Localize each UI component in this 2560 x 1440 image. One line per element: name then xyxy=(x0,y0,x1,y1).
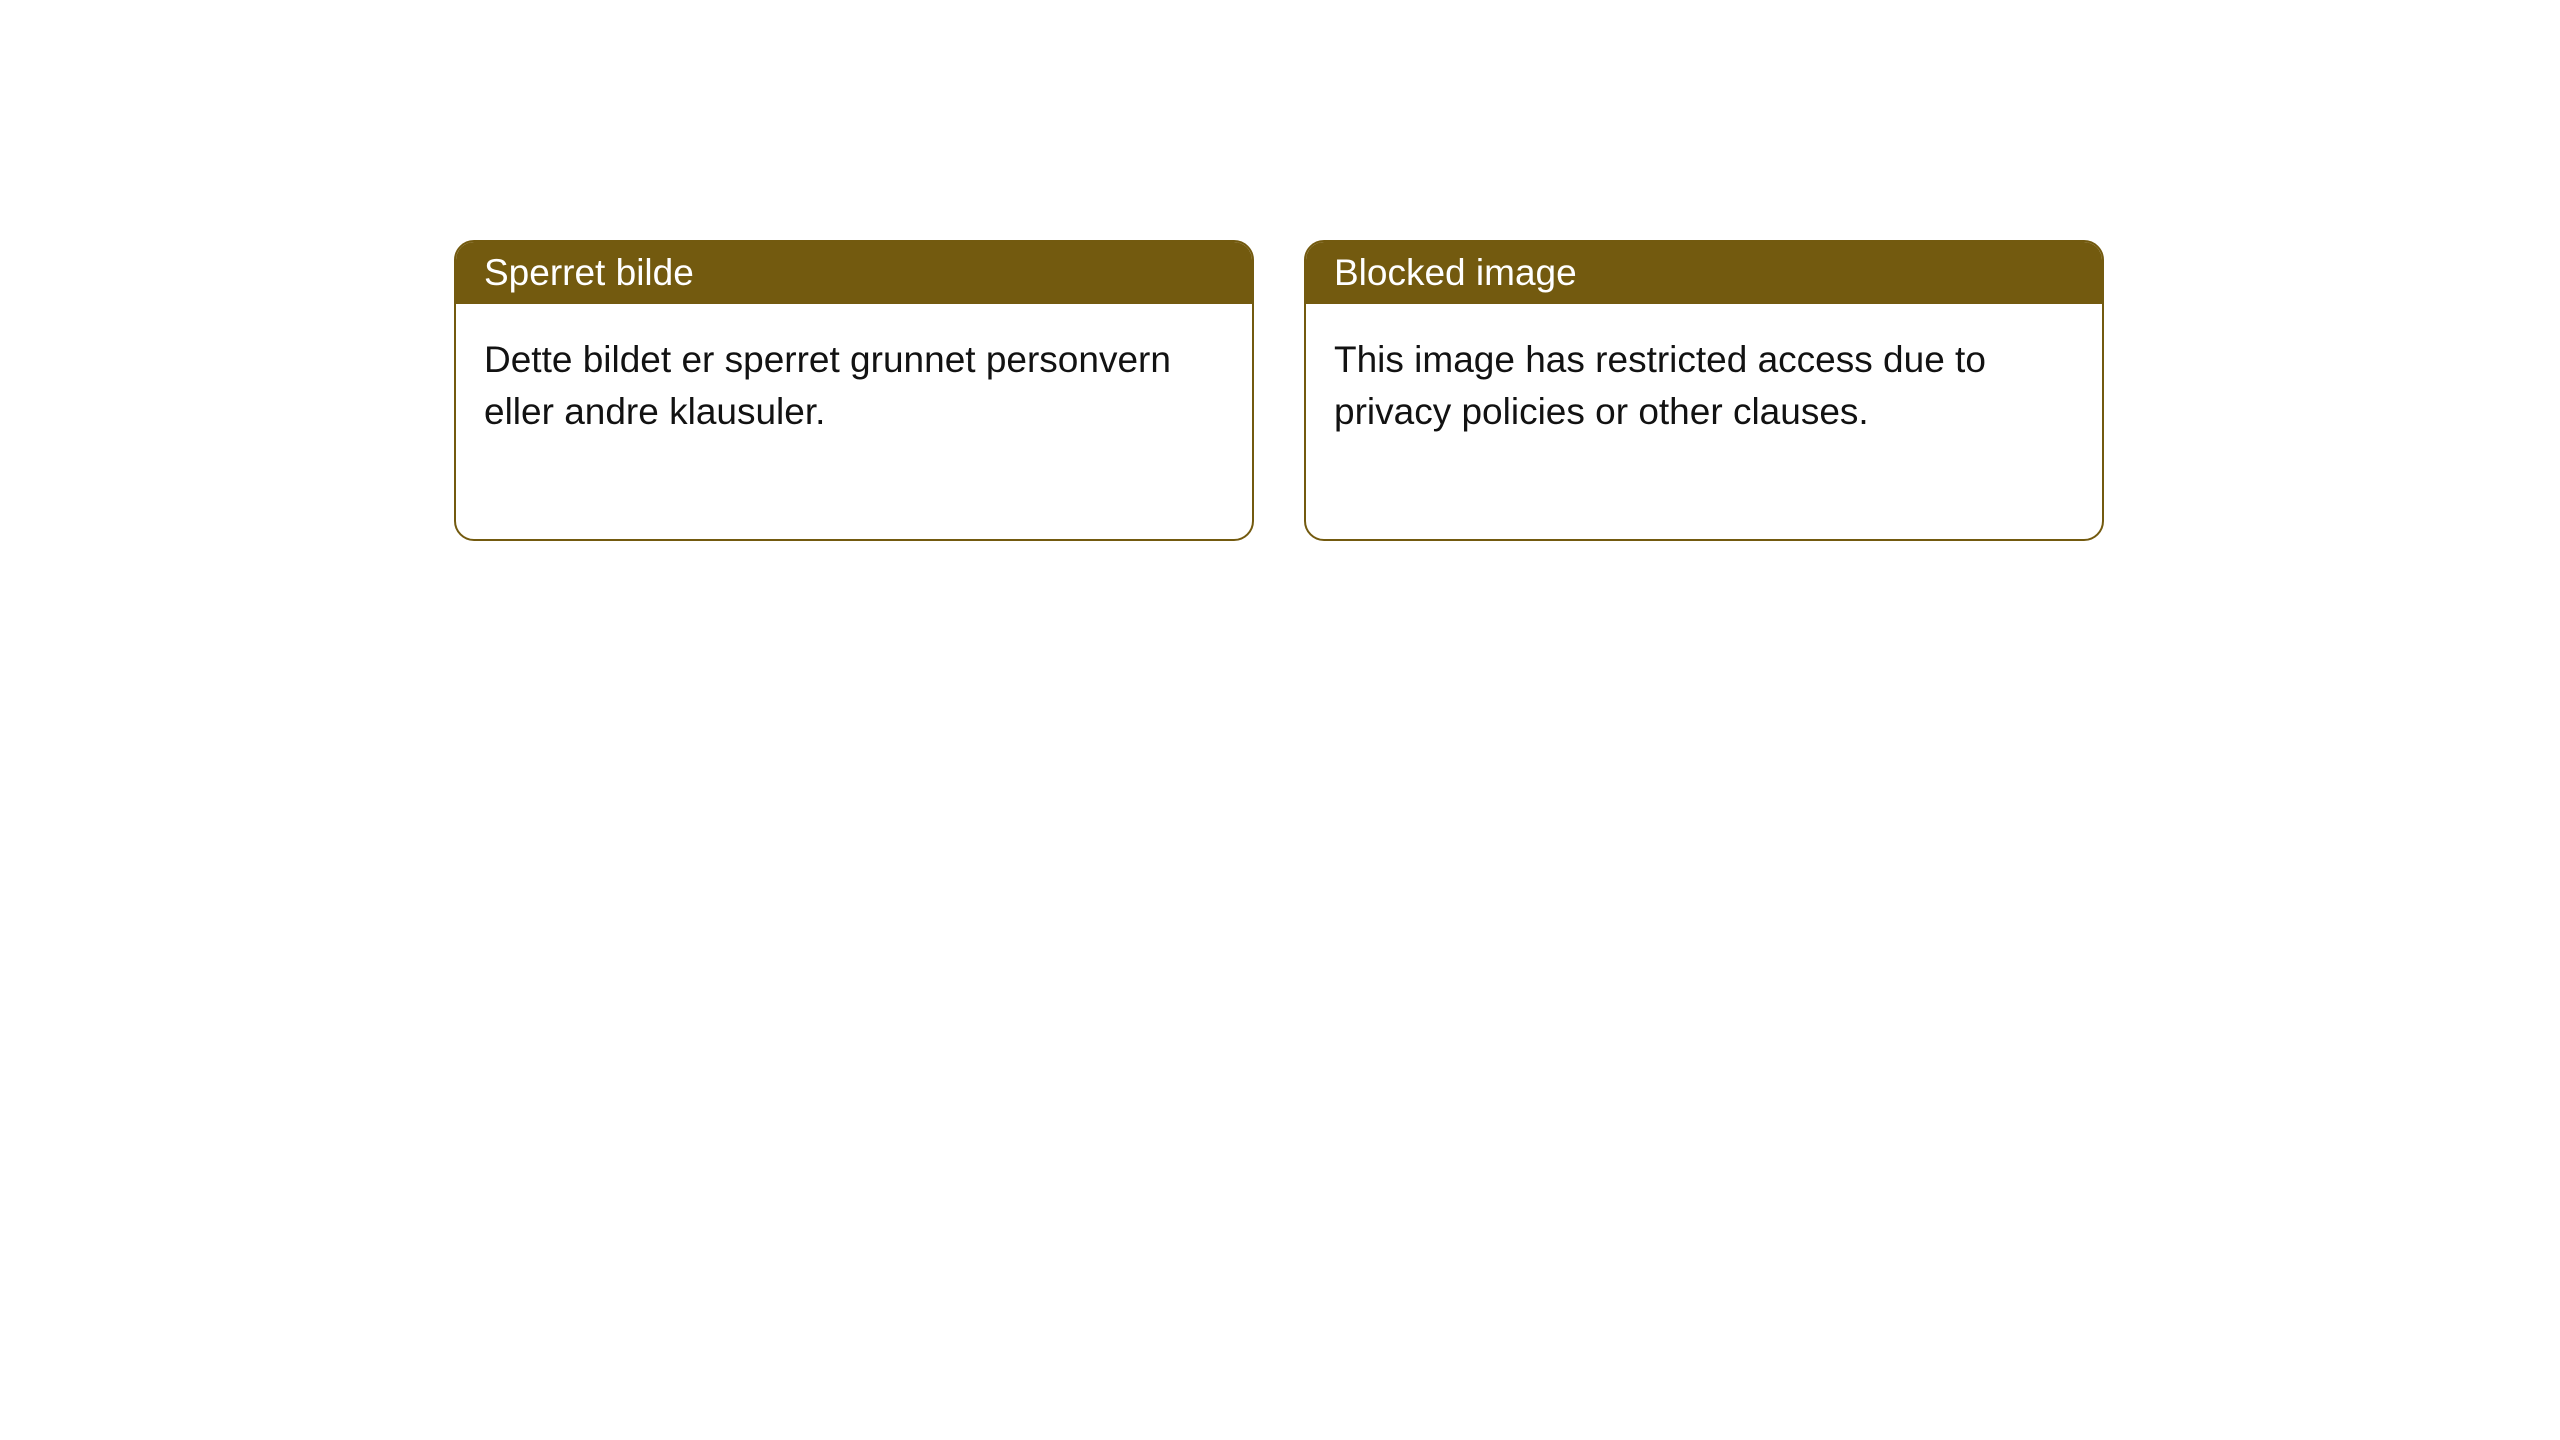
card-body: Dette bildet er sperret grunnet personve… xyxy=(456,304,1252,539)
card-title: Sperret bilde xyxy=(484,252,694,293)
card-body: This image has restricted access due to … xyxy=(1306,304,2102,539)
card-message: Dette bildet er sperret grunnet personve… xyxy=(484,339,1171,432)
notice-card-english: Blocked image This image has restricted … xyxy=(1304,240,2104,541)
card-title: Blocked image xyxy=(1334,252,1577,293)
notice-cards-container: Sperret bilde Dette bildet er sperret gr… xyxy=(454,240,2104,541)
card-header: Sperret bilde xyxy=(456,242,1252,304)
card-header: Blocked image xyxy=(1306,242,2102,304)
card-message: This image has restricted access due to … xyxy=(1334,339,1986,432)
notice-card-norwegian: Sperret bilde Dette bildet er sperret gr… xyxy=(454,240,1254,541)
